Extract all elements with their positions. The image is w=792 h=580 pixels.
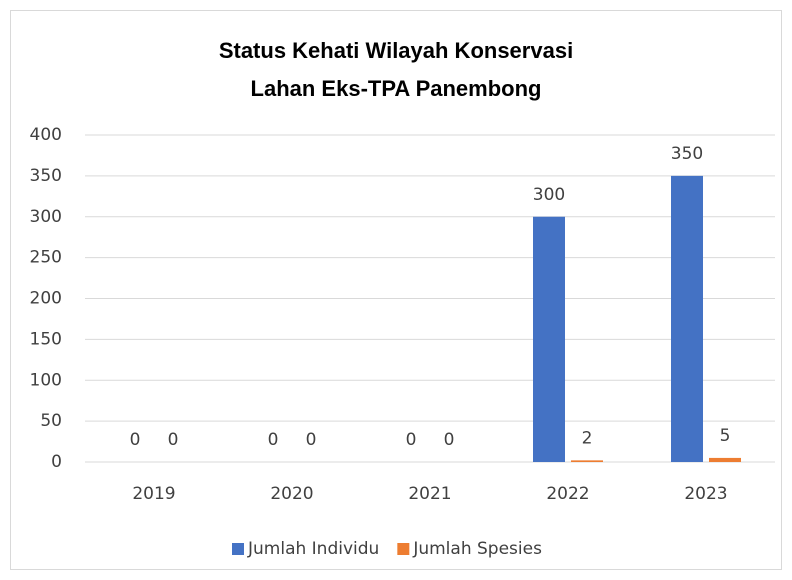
data-label: 0 bbox=[406, 430, 417, 450]
data-label: 2 bbox=[582, 428, 593, 448]
x-tick-label: 2019 bbox=[132, 484, 175, 504]
data-label: 0 bbox=[444, 430, 455, 450]
legend-swatch bbox=[232, 543, 244, 555]
data-label: 0 bbox=[268, 430, 279, 450]
legend-label: Jumlah Spesies bbox=[412, 539, 542, 559]
legend-label: Jumlah Individu bbox=[247, 539, 379, 559]
y-tick-label: 50 bbox=[40, 411, 62, 431]
y-tick-label: 200 bbox=[30, 289, 62, 309]
data-label: 0 bbox=[130, 430, 141, 450]
data-label: 5 bbox=[720, 426, 731, 446]
x-tick-label: 2022 bbox=[546, 484, 589, 504]
legend-swatch bbox=[397, 543, 410, 555]
data-label: 300 bbox=[533, 185, 565, 205]
bar bbox=[571, 460, 603, 462]
x-tick-label: 2023 bbox=[684, 484, 727, 504]
y-tick-label: 400 bbox=[30, 125, 62, 145]
data-label: 0 bbox=[306, 430, 317, 450]
chart-border bbox=[10, 10, 782, 570]
y-tick-label: 350 bbox=[30, 166, 62, 186]
bar bbox=[533, 216, 565, 462]
chart-title: Status Kehati Wilayah Konservasi bbox=[219, 38, 573, 63]
chart-title: Lahan Eks-TPA Panembong bbox=[251, 76, 542, 101]
x-tick-label: 2020 bbox=[270, 484, 313, 504]
y-tick-label: 250 bbox=[30, 248, 62, 268]
bar bbox=[709, 457, 741, 462]
data-label: 0 bbox=[168, 430, 179, 450]
bar bbox=[671, 175, 703, 462]
y-tick-label: 150 bbox=[30, 329, 62, 349]
y-tick-label: 0 bbox=[51, 452, 62, 472]
y-tick-label: 300 bbox=[30, 207, 62, 227]
x-tick-label: 2021 bbox=[408, 484, 451, 504]
y-tick-label: 100 bbox=[30, 370, 62, 390]
data-label: 350 bbox=[671, 144, 703, 164]
